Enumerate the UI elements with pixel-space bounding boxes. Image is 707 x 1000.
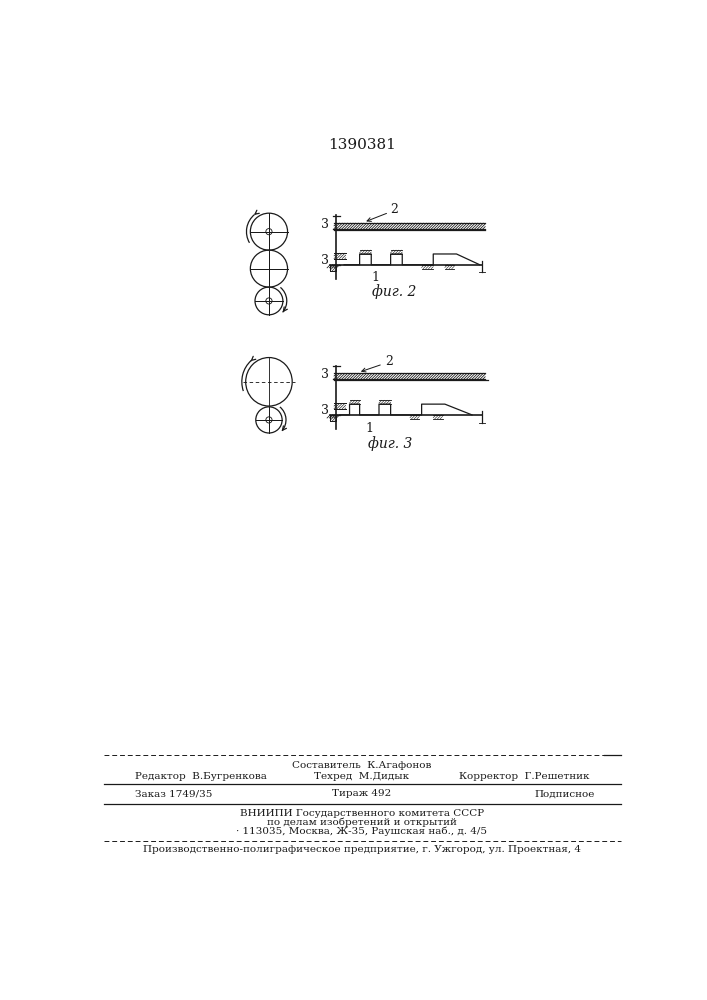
Text: Составитель  К.Агафонов: Составитель К.Агафонов [292,761,432,770]
Text: 3: 3 [321,368,329,381]
Text: 3: 3 [321,218,329,231]
Text: Техред  М.Дидык: Техред М.Дидык [315,772,409,781]
Text: 3: 3 [321,254,329,267]
Text: 2: 2 [385,355,393,368]
Text: Тираж 492: Тираж 492 [332,789,392,798]
Text: 1390381: 1390381 [328,138,396,152]
Text: Редактор  В.Бугренкова: Редактор В.Бугренкова [135,772,267,781]
Text: · 113035, Москва, Ж-35, Раушская наб., д. 4/5: · 113035, Москва, Ж-35, Раушская наб., д… [236,827,487,836]
Text: Корректор  Г.Решетник: Корректор Г.Решетник [460,772,590,781]
Text: по делам изобретений и открытий: по делам изобретений и открытий [267,817,457,827]
Text: 3: 3 [321,404,329,417]
Text: 1: 1 [366,422,374,435]
Text: фиг. 2: фиг. 2 [373,284,416,299]
Text: 2: 2 [390,203,399,216]
Text: ВНИИПИ Государственного комитета СССР: ВНИИПИ Государственного комитета СССР [240,808,484,818]
Text: 1: 1 [371,271,379,284]
Text: фиг. 3: фиг. 3 [368,436,413,451]
Text: Подписное: Подписное [534,789,595,798]
Text: Заказ 1749/35: Заказ 1749/35 [135,789,212,798]
Text: Производственно-полиграфическое предприятие, г. Ужгород, ул. Проектная, 4: Производственно-полиграфическое предприя… [143,845,581,854]
